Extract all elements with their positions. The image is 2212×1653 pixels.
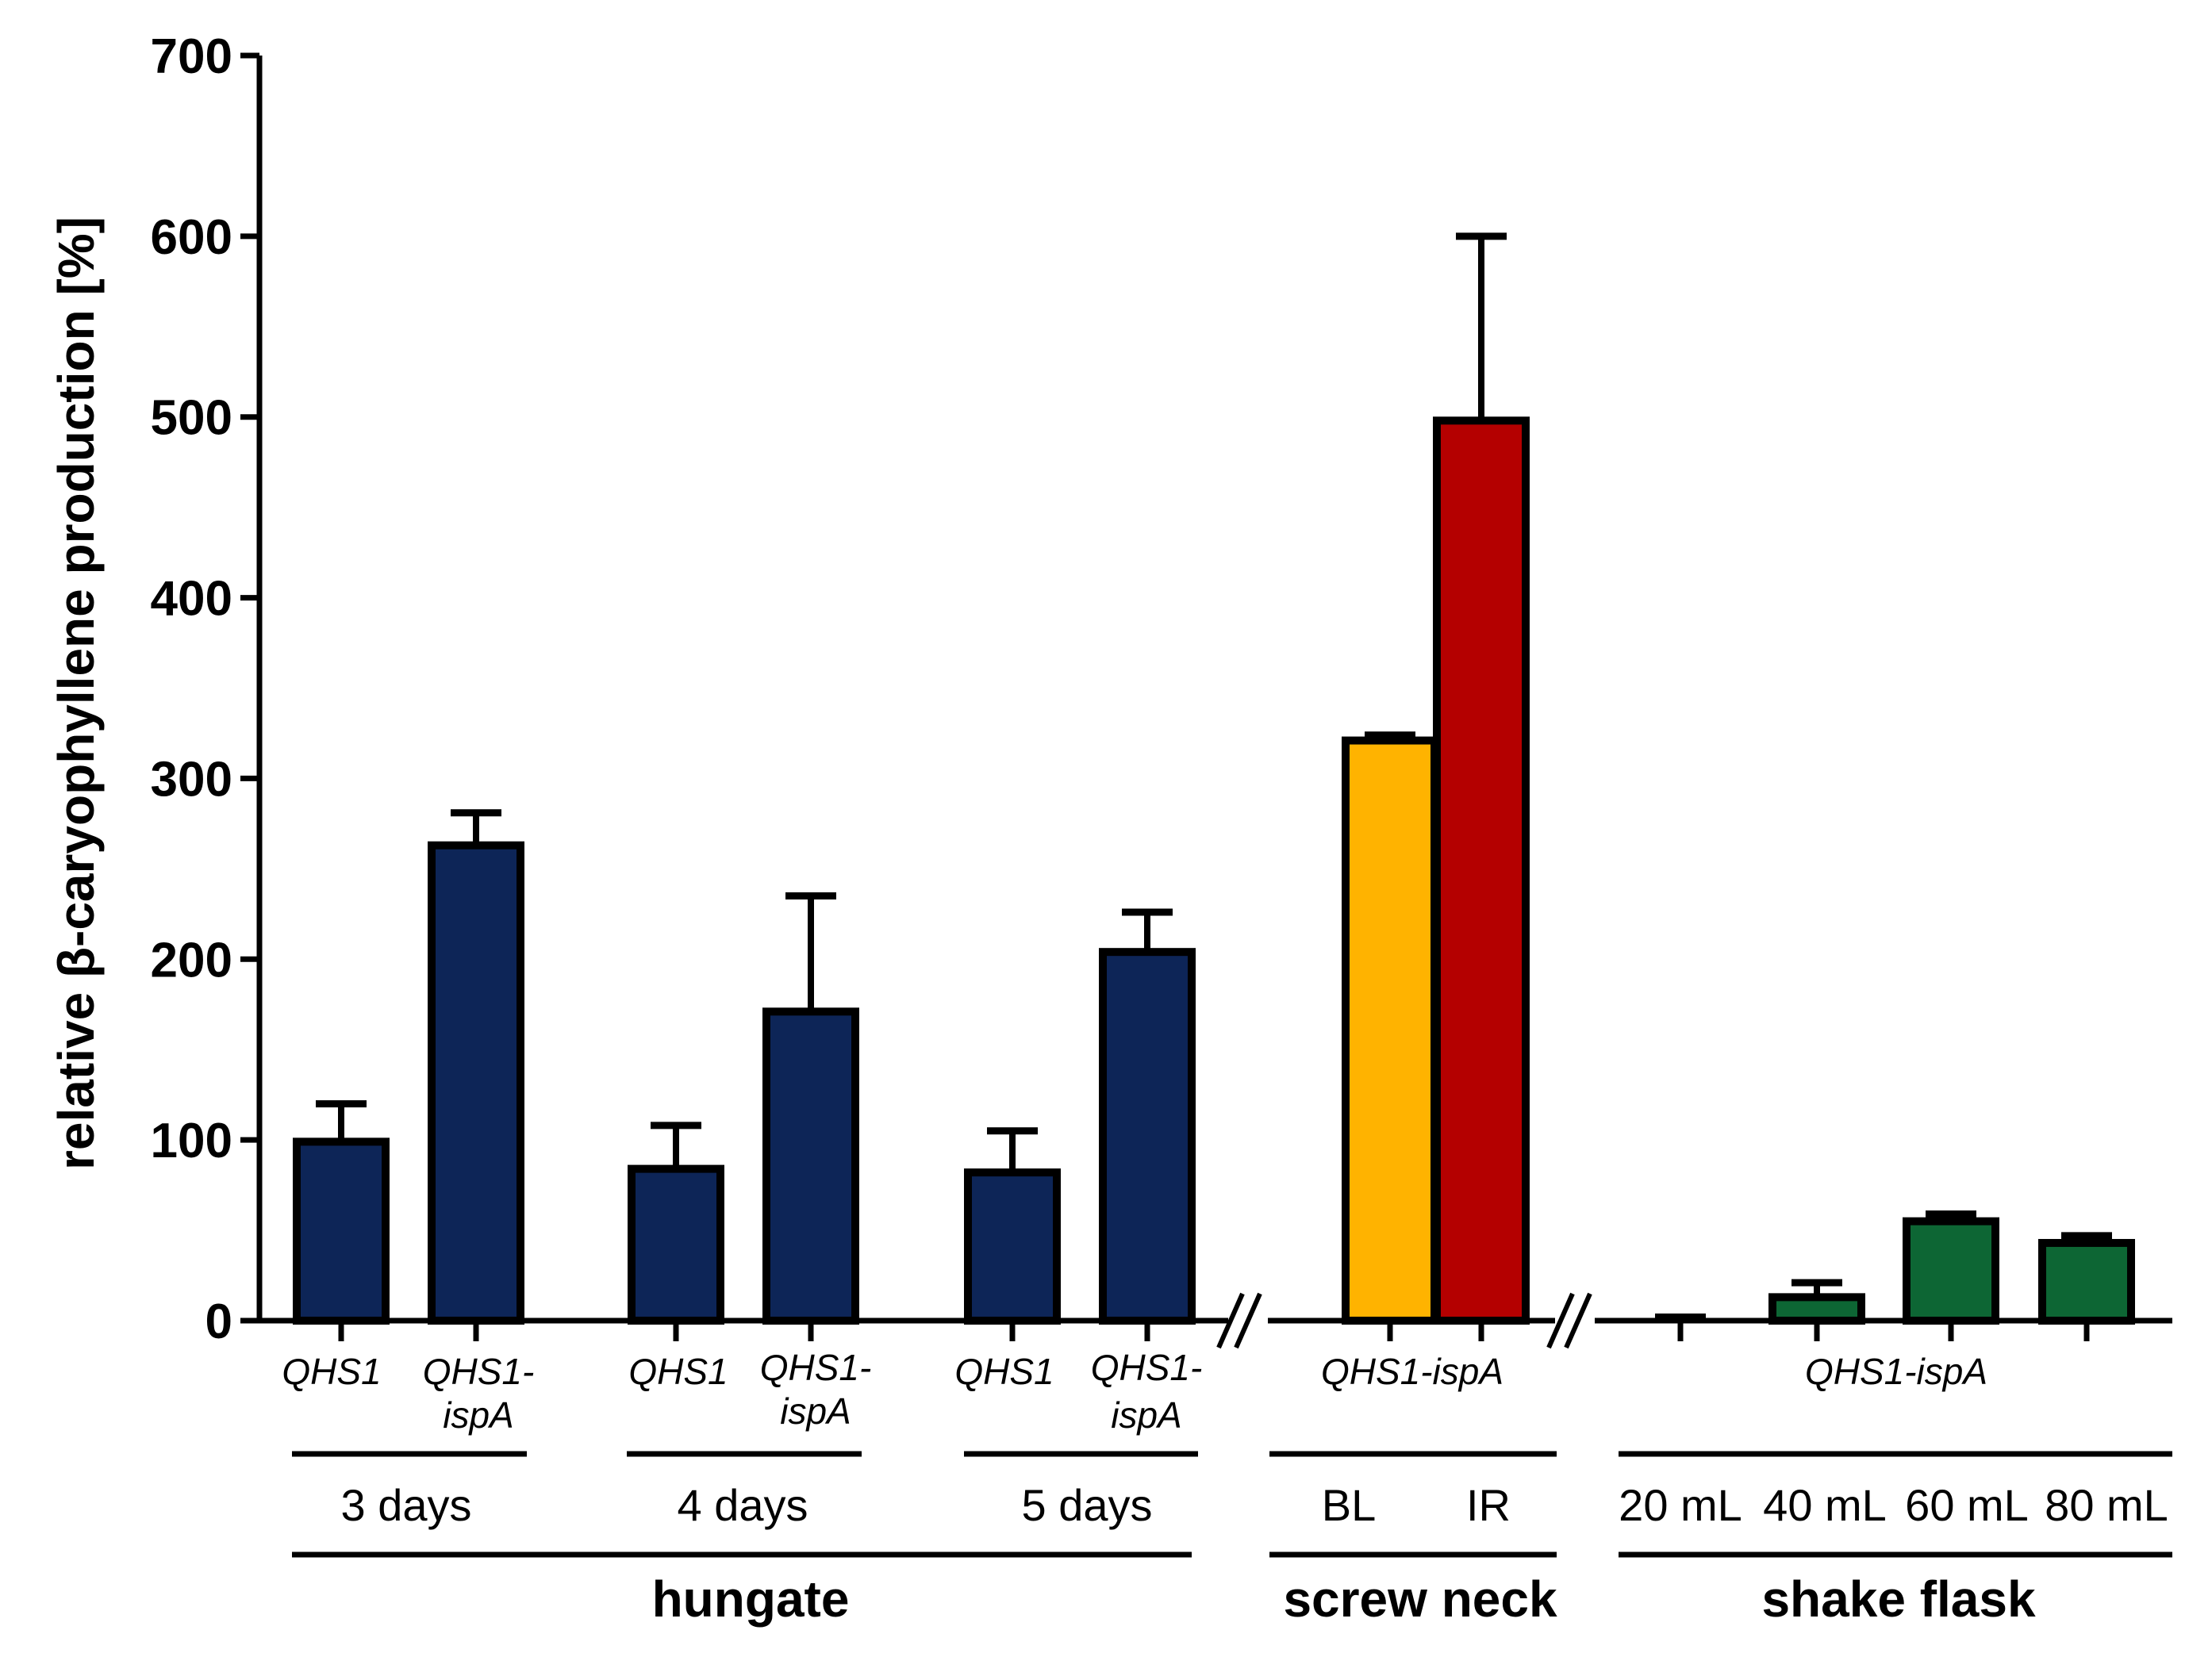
strain-label: ispA — [780, 1390, 851, 1432]
strain-label: QHS1- — [1091, 1347, 1203, 1388]
bar — [1099, 948, 1196, 1325]
bars — [293, 232, 2135, 1325]
y-tick-label: 700 — [151, 29, 232, 84]
y-tick-label: 400 — [151, 572, 232, 627]
y-tick-label: 0 — [205, 1294, 232, 1349]
y-tick-label: 100 — [151, 1114, 232, 1168]
strain-label: QHS1 — [954, 1351, 1054, 1392]
condition-label: 5 days — [1022, 1480, 1153, 1530]
strain-label: QHS1- — [760, 1347, 872, 1388]
strain-label: QHS1- — [423, 1351, 535, 1392]
condition-label: 4 days — [678, 1480, 808, 1530]
y-tick-label: 600 — [151, 210, 232, 265]
bar — [964, 1168, 1061, 1325]
culture-label: screw neck — [1283, 1571, 1557, 1628]
condition-label: 20 mL — [1619, 1480, 1742, 1530]
axis-break-mark — [1564, 1292, 1592, 1349]
y-axis: 0 100 200 300 400 500 600 700 — [151, 29, 263, 1349]
bar — [762, 1007, 859, 1325]
axis-break-mark — [1216, 1292, 1245, 1349]
condition-label: 3 days — [341, 1480, 472, 1530]
strain-label: ispA — [443, 1394, 513, 1436]
bar — [1768, 1293, 1865, 1325]
y-tick-label: 200 — [151, 933, 232, 988]
axis-break-mark — [1234, 1292, 1262, 1349]
strain-label: QHS1 — [282, 1351, 381, 1392]
condition-label: BL — [1322, 1480, 1377, 1530]
y-axis-label: relative β-caryophyllene production [%] — [48, 217, 105, 1170]
strain-label: QHS1 — [628, 1351, 728, 1392]
bar — [428, 841, 524, 1325]
bar — [1342, 736, 1438, 1325]
bar — [2038, 1239, 2135, 1325]
strain-label: QHS1-ispA — [1805, 1351, 1987, 1392]
x-axis — [259, 1292, 2172, 1349]
strain-label: QHS1-ispA — [1321, 1351, 1503, 1392]
y-tick-label: 300 — [151, 752, 232, 807]
culture-label: hungate — [652, 1571, 850, 1628]
bar — [293, 1137, 390, 1325]
condition-label: 80 mL — [2045, 1480, 2168, 1530]
culture-label: shake flask — [1761, 1571, 2036, 1628]
condition-label: IR — [1466, 1480, 1511, 1530]
condition-label: 40 mL — [1763, 1480, 1887, 1530]
bar — [1903, 1217, 1999, 1325]
strain-label: ispA — [1111, 1394, 1181, 1436]
axis-break-mark — [1546, 1292, 1575, 1349]
condition-label: 60 mL — [1905, 1480, 2029, 1530]
bar — [1433, 416, 1530, 1325]
bar — [628, 1164, 724, 1325]
y-tick-label: 500 — [151, 391, 232, 446]
